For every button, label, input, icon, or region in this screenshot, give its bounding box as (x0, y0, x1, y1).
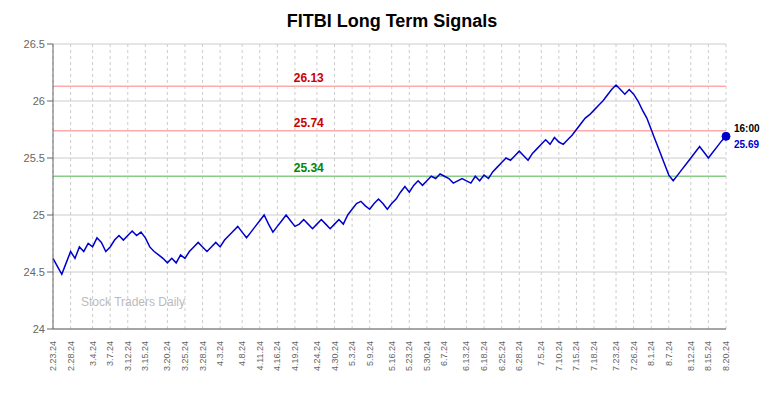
svg-text:8.12.24: 8.12.24 (686, 341, 696, 371)
svg-text:7.15.24: 7.15.24 (571, 341, 581, 371)
svg-text:4.16.24: 4.16.24 (272, 341, 282, 371)
svg-text:6.18.24: 6.18.24 (479, 341, 489, 371)
svg-text:4.3.24: 4.3.24 (215, 341, 225, 366)
svg-text:25.69: 25.69 (734, 139, 759, 150)
svg-text:25: 25 (33, 209, 45, 221)
svg-text:3.28.24: 3.28.24 (198, 341, 208, 371)
svg-text:16:00: 16:00 (734, 123, 760, 134)
svg-text:6.25.24: 6.25.24 (497, 341, 507, 371)
svg-text:7.5.24: 7.5.24 (536, 341, 546, 366)
svg-text:6.7.24: 6.7.24 (439, 341, 449, 366)
svg-text:8.7.24: 8.7.24 (664, 341, 674, 366)
svg-text:3.20.24: 3.20.24 (162, 341, 172, 371)
svg-text:25.5: 25.5 (24, 152, 45, 164)
svg-text:8.1.24: 8.1.24 (646, 341, 656, 366)
svg-text:26.13: 26.13 (294, 71, 324, 85)
svg-text:4.24.24: 4.24.24 (312, 341, 322, 371)
svg-text:3.4.24: 3.4.24 (88, 341, 98, 366)
svg-text:3.7.24: 3.7.24 (105, 341, 115, 366)
svg-text:7.23.24: 7.23.24 (611, 341, 621, 371)
svg-text:26.5: 26.5 (24, 38, 45, 50)
svg-text:7.18.24: 7.18.24 (589, 341, 599, 371)
svg-text:5.9.24: 5.9.24 (365, 341, 375, 366)
svg-text:5.23.24: 5.23.24 (404, 341, 414, 371)
svg-text:3.12.24: 3.12.24 (123, 341, 133, 371)
svg-text:2.23.24: 2.23.24 (48, 341, 58, 371)
svg-text:2.28.24: 2.28.24 (66, 341, 76, 371)
svg-text:8.15.24: 8.15.24 (703, 341, 713, 371)
svg-text:7.10.24: 7.10.24 (554, 341, 564, 371)
svg-text:5.30.24: 5.30.24 (422, 341, 432, 371)
svg-text:24.5: 24.5 (24, 266, 45, 278)
svg-text:4.8.24: 4.8.24 (237, 341, 247, 366)
svg-text:4.30.24: 4.30.24 (330, 341, 340, 371)
svg-text:26: 26 (33, 95, 45, 107)
svg-text:3.25.24: 3.25.24 (180, 341, 190, 371)
svg-text:24: 24 (33, 323, 45, 335)
html-text:Stock Traders Daily: Stock Traders Daily (81, 295, 185, 309)
svg-text:7.26.24: 7.26.24 (629, 341, 639, 371)
svg-text:25.74: 25.74 (294, 116, 324, 130)
svg-text:5.3.24: 5.3.24 (347, 341, 357, 366)
svg-text:8.20.24: 8.20.24 (721, 341, 731, 371)
svg-text:4.11.24: 4.11.24 (255, 341, 265, 370)
svg-text:6.13.24: 6.13.24 (461, 341, 471, 371)
html-text:FITBI Long Term Signals: FITBI Long Term Signals (286, 11, 498, 31)
svg-text:4.19.24: 4.19.24 (290, 341, 300, 371)
svg-text:5.16.24: 5.16.24 (387, 341, 397, 371)
svg-text:3.15.24: 3.15.24 (140, 341, 150, 371)
svg-text:25.34: 25.34 (294, 161, 324, 175)
svg-text:6.28.24: 6.28.24 (514, 341, 524, 371)
